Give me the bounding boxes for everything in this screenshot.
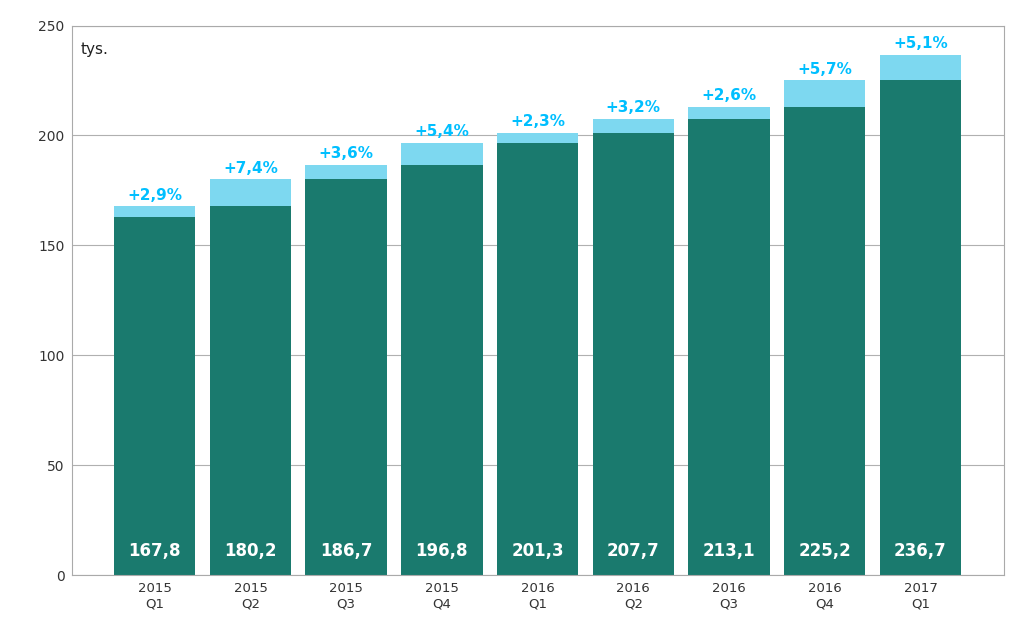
Text: +7,4%: +7,4%: [223, 160, 278, 176]
Text: 167,8: 167,8: [128, 542, 181, 560]
Text: +2,3%: +2,3%: [510, 114, 565, 129]
Bar: [688, 107, 770, 119]
Bar: [784, 80, 865, 107]
Text: 180,2: 180,2: [224, 542, 276, 560]
Text: 201,3: 201,3: [511, 542, 564, 560]
Bar: [210, 179, 291, 206]
Text: 225,2: 225,2: [799, 542, 851, 560]
Bar: [593, 133, 674, 575]
Text: +3,6%: +3,6%: [318, 146, 374, 162]
Text: +2,9%: +2,9%: [127, 188, 182, 203]
Text: 213,1: 213,1: [702, 542, 756, 560]
Text: +5,4%: +5,4%: [415, 124, 469, 139]
Bar: [497, 142, 579, 575]
Text: 207,7: 207,7: [607, 542, 659, 560]
Bar: [401, 165, 482, 575]
Bar: [114, 206, 196, 217]
Text: +2,6%: +2,6%: [701, 88, 757, 104]
Text: tys.: tys.: [81, 42, 109, 57]
Text: +3,2%: +3,2%: [606, 100, 660, 115]
Bar: [784, 107, 865, 575]
Bar: [593, 119, 674, 133]
Text: +5,1%: +5,1%: [893, 36, 948, 52]
Bar: [880, 80, 962, 575]
Text: 196,8: 196,8: [416, 542, 468, 560]
Bar: [114, 217, 196, 575]
Text: 236,7: 236,7: [894, 542, 947, 560]
Text: +5,7%: +5,7%: [798, 62, 852, 77]
Bar: [497, 133, 579, 142]
Text: 186,7: 186,7: [319, 542, 373, 560]
Bar: [880, 55, 962, 80]
Bar: [210, 206, 291, 575]
Bar: [401, 142, 482, 165]
Bar: [688, 119, 770, 575]
Bar: [305, 165, 387, 179]
Bar: [305, 179, 387, 575]
